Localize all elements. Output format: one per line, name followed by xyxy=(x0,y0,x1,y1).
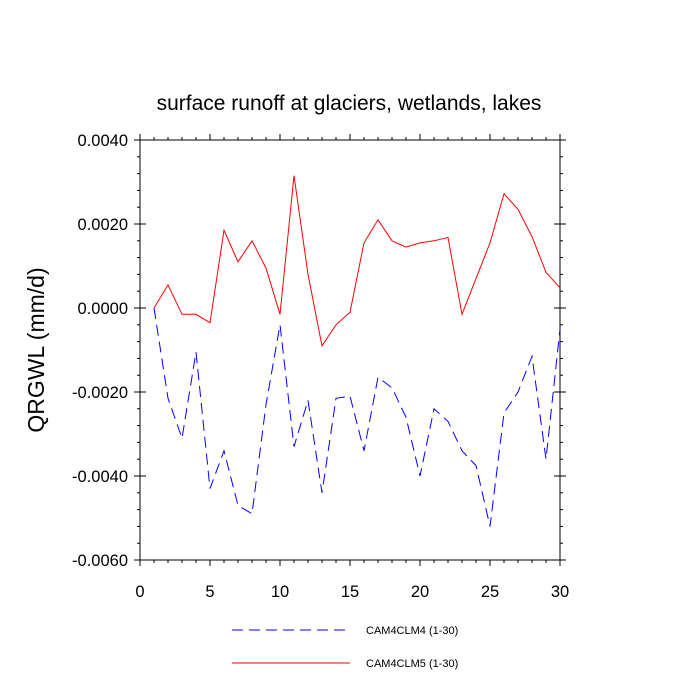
axis-ticks: 0 5 10 15 20 25 30 0.0040 0.0020 0.0000 -0.0020 -0.… xyxy=(72,132,569,601)
series-line-1 xyxy=(153,175,561,348)
legend-label-0: CAM4CLM4 (1-30) xyxy=(366,625,458,637)
series-layer xyxy=(153,175,561,527)
x-tick-label: 15 xyxy=(341,583,359,601)
x-tick-label: 25 xyxy=(481,583,499,601)
y-tick-label: -0.0040 xyxy=(72,468,128,486)
y-tick-label: 0.0020 xyxy=(78,216,128,234)
plot-frame xyxy=(139,139,561,561)
y-tick-label: -0.0060 xyxy=(72,552,128,570)
x-tick-label: 10 xyxy=(271,583,289,601)
y-tick-label: -0.0020 xyxy=(72,384,128,402)
x-tick-label: 30 xyxy=(551,583,569,601)
legend: CAM4CLM4 (1-30) CAM4CLM5 (1-30) xyxy=(232,625,458,670)
x-tick-label: 5 xyxy=(205,583,214,601)
series-line-0 xyxy=(153,307,561,527)
y-axis-label: QRGWL (mm/d) xyxy=(23,267,49,432)
x-tick-label: 0 xyxy=(135,583,144,601)
y-tick-label: 0.0040 xyxy=(78,132,128,150)
chart-title: surface runoff at glaciers, wetlands, la… xyxy=(157,92,542,115)
x-tick-label: 20 xyxy=(411,583,429,601)
legend-label-1: CAM4CLM5 (1-30) xyxy=(366,658,458,670)
y-tick-label: 0.0000 xyxy=(78,300,128,318)
